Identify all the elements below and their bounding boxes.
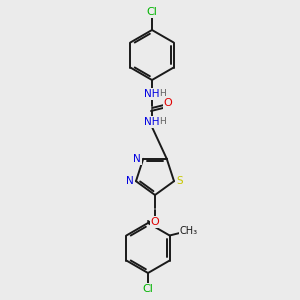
Text: N: N bbox=[134, 154, 141, 164]
Text: N: N bbox=[126, 176, 134, 186]
Text: Cl: Cl bbox=[142, 284, 153, 294]
Text: NH: NH bbox=[144, 89, 160, 99]
Text: O: O bbox=[164, 98, 172, 108]
Text: S: S bbox=[177, 176, 183, 186]
Text: O: O bbox=[151, 217, 159, 227]
Text: Cl: Cl bbox=[147, 7, 158, 17]
Text: H: H bbox=[160, 118, 167, 127]
Text: CH₃: CH₃ bbox=[180, 226, 198, 236]
Text: H: H bbox=[160, 89, 167, 98]
Text: NH: NH bbox=[144, 117, 160, 127]
